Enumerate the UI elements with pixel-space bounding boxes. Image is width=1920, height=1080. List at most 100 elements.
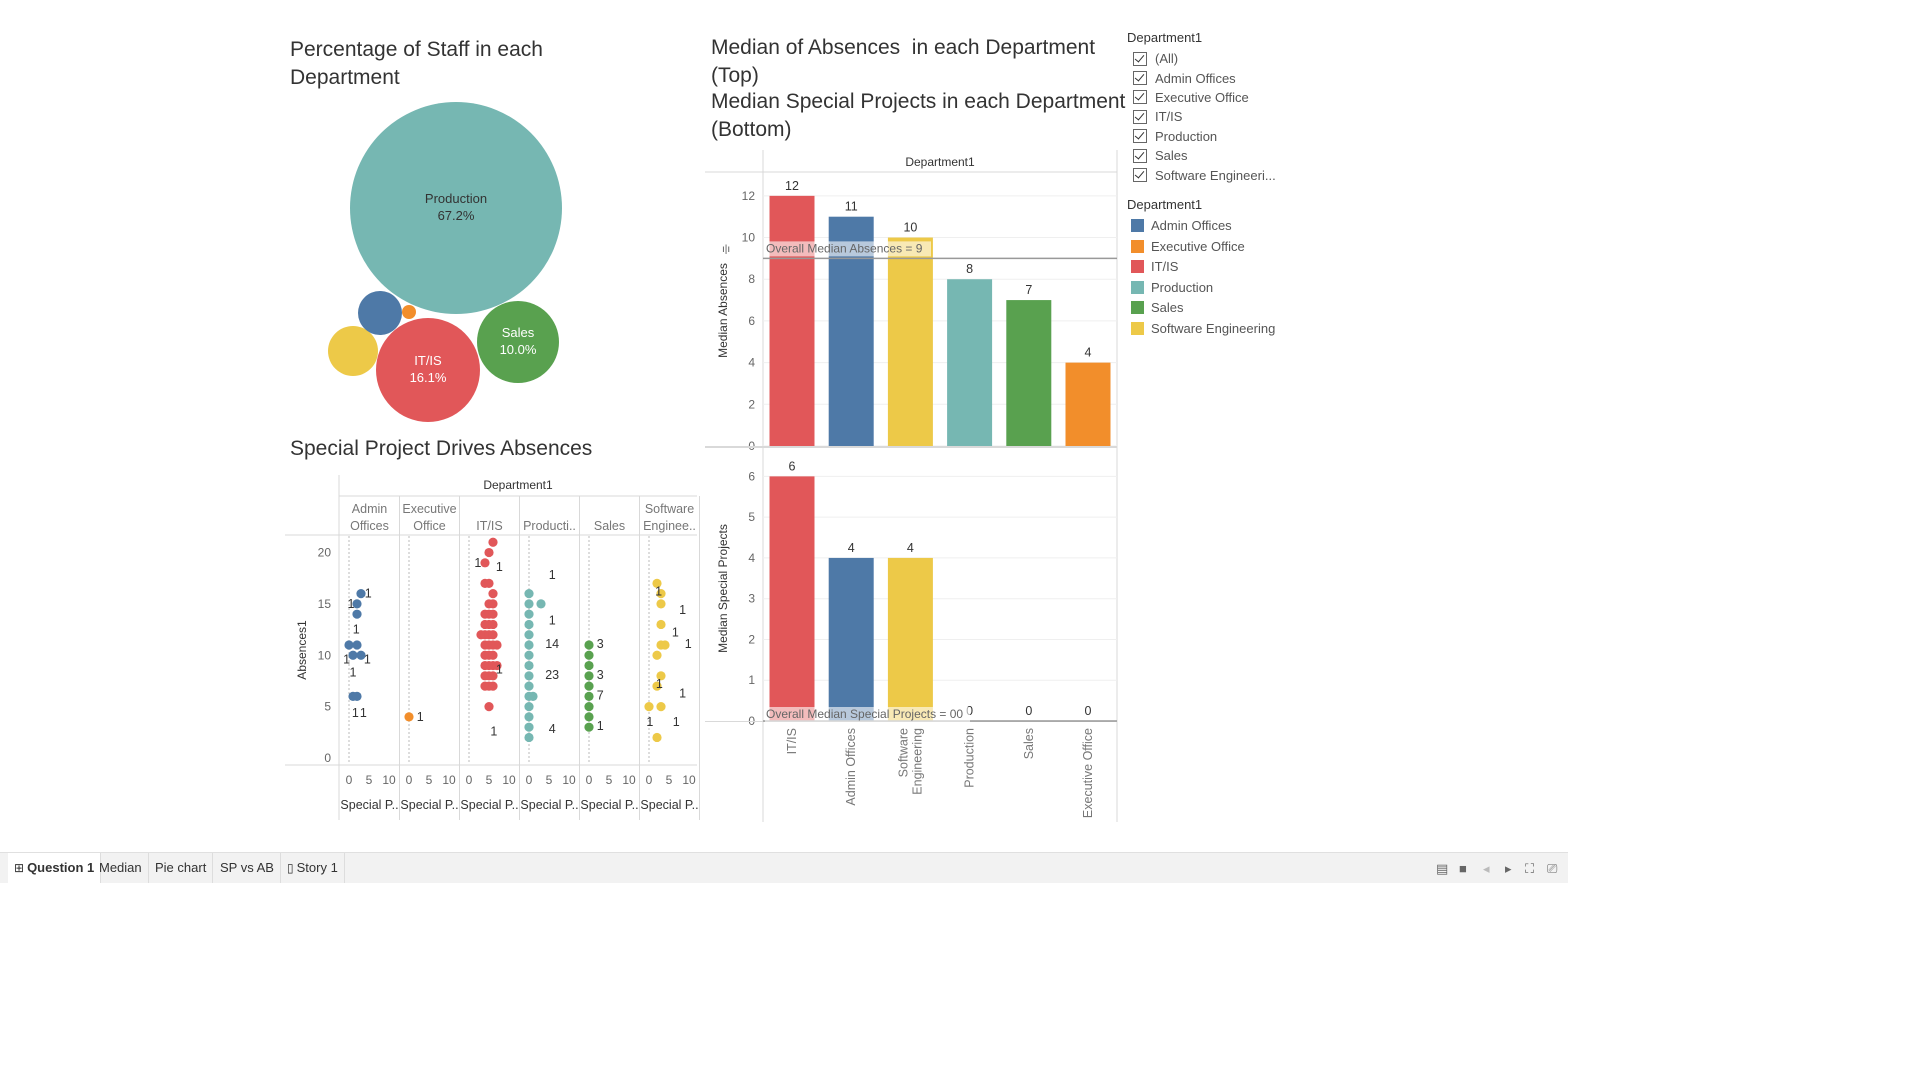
scatter-point[interactable] (584, 640, 594, 650)
scatter-point[interactable] (488, 609, 498, 619)
filter-item-sales[interactable]: Sales (1127, 146, 1307, 165)
tab-pie-chart[interactable]: Pie chart (149, 853, 214, 883)
scatter-point[interactable] (656, 702, 666, 712)
tab-sp-vs-ab[interactable]: SP vs AB (214, 853, 281, 883)
scatter-point[interactable] (352, 640, 362, 650)
filter-item-executive-office[interactable]: Executive Office (1127, 88, 1307, 107)
bubble-production[interactable]: Production 67.2% (350, 102, 562, 314)
scatter-point[interactable] (344, 640, 354, 650)
filter-item-production[interactable]: Production (1127, 127, 1307, 146)
scatter-point[interactable] (524, 722, 534, 732)
scatter-point[interactable] (652, 681, 662, 691)
scatter-point[interactable] (352, 691, 362, 701)
scatter-point[interactable] (584, 681, 594, 691)
scatter-point[interactable] (492, 660, 502, 671)
scatter-point[interactable] (656, 589, 666, 599)
scatter-point[interactable] (356, 589, 366, 599)
scatter-point[interactable] (524, 660, 534, 671)
scatter-point[interactable] (404, 712, 414, 722)
legend-item-sales[interactable]: Sales (1127, 298, 1307, 319)
scatter-point[interactable] (584, 650, 594, 660)
tab-median[interactable]: Median (93, 853, 149, 883)
scatter-point[interactable] (524, 609, 534, 619)
filter-checkbox[interactable] (1133, 90, 1147, 105)
bar-top-bar-software-engineering[interactable]: 10 (887, 221, 933, 446)
scatter-point[interactable] (656, 619, 666, 630)
bar-top-bar-it-is[interactable]: 12 (769, 179, 815, 446)
fullscreen-icon[interactable]: ⛶ (1525, 861, 1535, 876)
scatter-point[interactable] (356, 650, 366, 660)
toggle-grid-icon[interactable]: ▤ (1436, 861, 1449, 876)
filter-checkbox[interactable] (1133, 51, 1147, 66)
bar-top-bar-sales[interactable]: 7 (1006, 283, 1052, 446)
filter-checkbox[interactable] (1133, 129, 1147, 144)
scatter-point[interactable] (352, 599, 362, 609)
scatter-point[interactable] (656, 671, 666, 681)
scatter-point[interactable] (524, 702, 534, 712)
scatter-point[interactable] (652, 650, 662, 660)
bar-bottom-bar-it-is[interactable]: 6 (769, 459, 815, 721)
bubble-admin-offices[interactable] (358, 291, 402, 335)
scatter-point[interactable] (488, 681, 498, 691)
scatter-point[interactable] (584, 660, 594, 671)
filter-checkbox[interactable] (1133, 109, 1147, 124)
scatter-point[interactable] (488, 589, 498, 599)
scatter-point[interactable] (488, 619, 498, 630)
scatter-point[interactable] (524, 732, 534, 743)
scatter-point[interactable] (528, 691, 538, 701)
legend-item-it-is[interactable]: IT/IS (1127, 257, 1307, 278)
scatter-point[interactable] (488, 537, 498, 547)
scatter-point[interactable] (484, 578, 494, 588)
scatter-point[interactable] (352, 609, 362, 619)
previous-sheet-icon[interactable]: ◂ (1483, 861, 1490, 876)
bar-bottom-bar-executive-office[interactable]: 0 (1085, 704, 1092, 718)
scatter-point[interactable] (484, 702, 494, 712)
scatter-point[interactable] (488, 671, 498, 681)
scatter-point[interactable] (652, 732, 662, 743)
bubble-sales[interactable]: Sales 10.0% (477, 301, 559, 383)
bar-bottom-bar-admin-offices[interactable]: 4 (828, 541, 874, 721)
filter-item-admin-offices[interactable]: Admin Offices (1127, 68, 1307, 87)
bar-top-bar-production[interactable]: 8 (947, 262, 993, 446)
bubble-software-engineering[interactable] (328, 326, 378, 376)
filter-item-all[interactable]: (All) (1127, 49, 1307, 68)
scatter-point[interactable] (480, 558, 490, 568)
scatter-point[interactable] (524, 619, 534, 630)
scatter-point[interactable] (652, 578, 662, 588)
tab-story-1[interactable]: ▯ Story 1 (281, 853, 345, 883)
legend-item-production[interactable]: Production (1127, 277, 1307, 298)
bar-bottom-bar-sales[interactable]: 0 (1025, 704, 1032, 718)
scatter-point[interactable] (524, 640, 534, 650)
next-sheet-icon[interactable]: ▸ (1505, 861, 1512, 876)
legend-item-executive-office[interactable]: Executive Office (1127, 236, 1307, 257)
filter-checkbox[interactable] (1133, 148, 1147, 163)
bubble-it-is[interactable]: IT/IS 16.1% (376, 318, 480, 422)
filmstrip-icon[interactable]: ■ (1459, 861, 1467, 876)
scatter-point[interactable] (524, 712, 534, 722)
filter-item-it-is[interactable]: IT/IS (1127, 107, 1307, 126)
scatter-point[interactable] (348, 650, 358, 660)
scatter-point[interactable] (644, 702, 654, 712)
scatter-point[interactable] (584, 691, 594, 701)
scatter-point[interactable] (524, 681, 534, 691)
legend-item-admin-offices[interactable]: Admin Offices (1127, 216, 1307, 237)
presentation-icon[interactable]: ⎚ (1547, 861, 1558, 876)
filter-checkbox[interactable] (1133, 168, 1147, 183)
scatter-point[interactable] (488, 599, 498, 609)
bar-top-bar-executive-office[interactable]: 4 (1065, 346, 1111, 446)
scatter-point[interactable] (492, 640, 502, 650)
scatter-point[interactable] (536, 599, 546, 609)
scatter-point[interactable] (484, 547, 494, 558)
scatter-point[interactable] (524, 671, 534, 681)
scatter-point[interactable] (584, 722, 594, 732)
scatter-point[interactable] (660, 640, 670, 650)
filter-checkbox[interactable] (1133, 71, 1147, 86)
scatter-point[interactable] (488, 630, 498, 640)
bar-top-bar-admin-offices[interactable]: 11 (828, 200, 874, 446)
scatter-point[interactable] (524, 589, 534, 599)
scatter-point[interactable] (584, 712, 594, 722)
bubble-executive-office[interactable] (402, 305, 416, 319)
sort-icon[interactable]: ı|ı (722, 244, 730, 255)
scatter-point[interactable] (488, 650, 498, 660)
scatter-point[interactable] (656, 599, 666, 609)
